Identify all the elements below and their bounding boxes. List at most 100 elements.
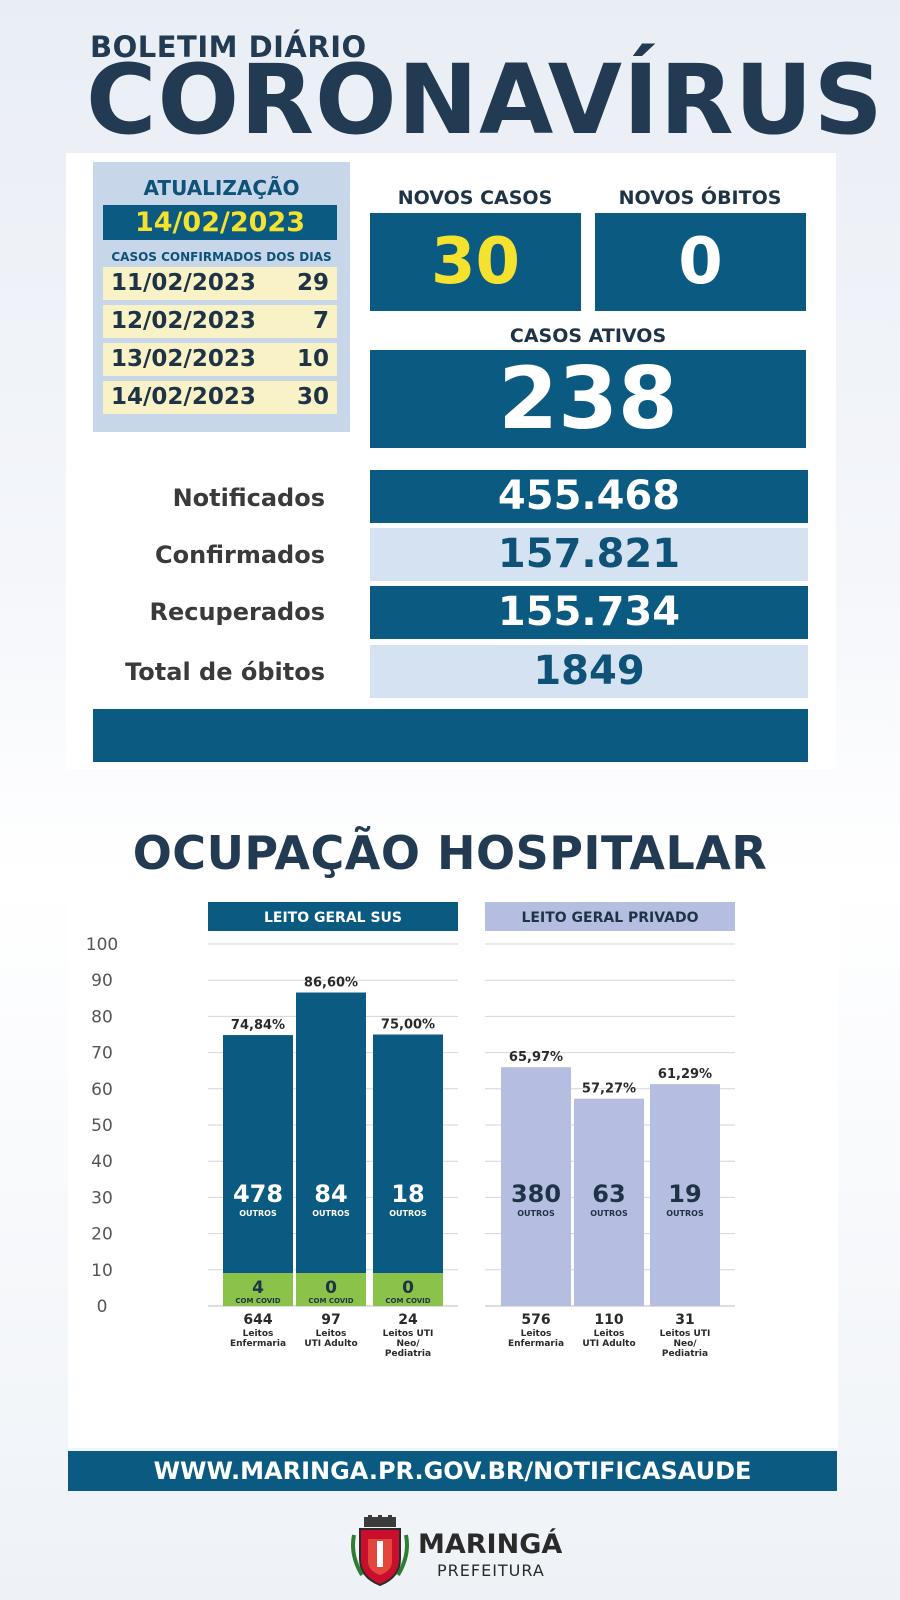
bar-percent-label: 86,60%: [304, 976, 358, 991]
day-date: 11/02/2023: [111, 270, 256, 296]
covid-label: COM COVID: [235, 1297, 280, 1305]
bar-percent-label: 61,29%: [658, 1067, 712, 1082]
outros-label: OUTROS: [666, 1209, 704, 1218]
stat-label-notificados: Notificados: [172, 484, 325, 512]
new-deaths-label: NOVOS ÓBITOS: [618, 187, 782, 209]
outros-label: OUTROS: [590, 1209, 628, 1218]
bed-total: 110: [594, 1312, 623, 1328]
bulletin-subtitle: BOLETIM DIÁRIO: [90, 30, 367, 64]
bed-type-label: Enfermaria: [508, 1339, 564, 1349]
covid-label: COM COVID: [308, 1297, 353, 1305]
bed-type-label: Leitos UTI: [660, 1329, 711, 1339]
bar-percent-label: 75,00%: [381, 1018, 435, 1033]
bar-outros: [296, 992, 366, 1273]
bed-total: 576: [521, 1312, 550, 1328]
bed-type-label: Enfermaria: [230, 1339, 286, 1349]
covid-count: 0: [402, 1278, 414, 1298]
city-coat-of-arms-icon: [350, 1515, 410, 1587]
y-tick-label: 60: [91, 1080, 113, 1100]
bar-covid: [373, 1273, 443, 1306]
y-tick-label: 10: [91, 1261, 113, 1281]
bed-type-label: Leitos UTI: [383, 1329, 434, 1339]
y-tick-label: 80: [91, 1007, 113, 1027]
covid-label: COM COVID: [385, 1297, 430, 1305]
covid-count: 0: [325, 1278, 337, 1298]
bar-percent-label: 74,84%: [231, 1018, 285, 1033]
stat-label-recuperados: Recuperados: [149, 598, 325, 626]
bar-covid: [296, 1273, 366, 1306]
confirmed-days-title: CASOS CONFIRMADOS DOS DIAS: [111, 250, 332, 264]
day-row: 14/02/2023 30: [103, 381, 337, 414]
bed-type-label: Pediatria: [385, 1349, 431, 1359]
new-cases-value: 30: [370, 213, 581, 311]
day-date: 14/02/2023: [111, 384, 256, 410]
bed-type-label: Leitos: [316, 1329, 347, 1339]
y-tick-label: 0: [97, 1297, 108, 1317]
y-tick-label: 100: [86, 935, 118, 955]
bed-type-label: Pediatria: [662, 1349, 708, 1359]
group-header-bg: [485, 902, 735, 931]
outros-count: 19: [668, 1180, 701, 1208]
group-header-bg: [208, 902, 458, 931]
bed-total: 644: [243, 1312, 272, 1328]
brand-name: MARINGÁ: [418, 1529, 563, 1560]
y-tick-label: 20: [91, 1225, 113, 1245]
new-deaths-value: 0: [595, 213, 806, 311]
bar-outros: [650, 1084, 720, 1306]
day-row: 13/02/2023 10: [103, 343, 337, 376]
stat-value-total-obitos: 1849: [370, 645, 808, 698]
y-tick-label: 30: [91, 1188, 113, 1208]
bed-type-label: Neo/: [673, 1339, 697, 1349]
active-cases-value: 238: [370, 350, 806, 448]
day-row: 11/02/2023 29: [103, 267, 337, 300]
outros-count: 380: [511, 1180, 561, 1208]
new-cases-label: NOVOS CASOS: [397, 187, 553, 209]
group-header-label: LEITO GERAL PRIVADO: [522, 910, 699, 926]
active-cases-label: CASOS ATIVOS: [509, 325, 667, 347]
update-box: ATUALIZAÇÃO 14/02/2023 CASOS CONFIRMADOS…: [93, 162, 350, 432]
day-value: 30: [296, 384, 329, 410]
outros-count: 84: [314, 1180, 347, 1208]
y-tick-label: 50: [91, 1116, 113, 1136]
update-date: 14/02/2023: [103, 205, 337, 240]
stat-value-recuperados: 155.734: [370, 586, 808, 639]
outros-count: 63: [592, 1180, 625, 1208]
outros-count: 18: [391, 1180, 424, 1208]
outros-count: 478: [233, 1180, 283, 1208]
bar-covid: [223, 1273, 293, 1306]
bed-type-label: Leitos: [594, 1329, 625, 1339]
group-header-label: LEITO GERAL SUS: [264, 910, 402, 926]
bar-outros: [501, 1067, 571, 1306]
day-value: 29: [296, 270, 329, 296]
bed-type-label: Neo/: [396, 1339, 420, 1349]
bar-outros: [574, 1098, 644, 1306]
footer-url[interactable]: WWW.MARINGA.PR.GOV.BR/NOTIFICASAUDE: [68, 1451, 837, 1491]
bed-total: 97: [321, 1312, 340, 1328]
day-value: 10: [296, 346, 329, 372]
outros-label: OUTROS: [389, 1209, 427, 1218]
bed-type-label: Leitos: [521, 1329, 552, 1339]
stat-value-notificados: 455.468: [370, 470, 808, 523]
day-row: 12/02/2023 7: [103, 305, 337, 338]
bed-total: 31: [675, 1312, 694, 1328]
brand-sub: PREFEITURA: [437, 1561, 545, 1580]
chart-card: 0 10 20 30 40 50 60 70 80 90 100 LEITO GERAL SUS 4 CO…: [68, 888, 838, 1448]
stat-label-confirmados: Confirmados: [155, 541, 325, 569]
day-date: 13/02/2023: [111, 346, 256, 372]
day-date: 12/02/2023: [111, 308, 256, 334]
stat-label-total-obitos: Total de óbitos: [125, 658, 325, 686]
update-title: ATUALIZAÇÃO: [143, 176, 300, 200]
bar-percent-label: 57,27%: [582, 1082, 636, 1097]
covid-count: 4: [252, 1278, 264, 1298]
y-tick-label: 40: [91, 1152, 113, 1172]
stat-value-confirmados: 157.821: [370, 528, 808, 581]
outros-label: OUTROS: [239, 1209, 277, 1218]
bed-type-label: Leitos: [243, 1329, 274, 1339]
blank-banner: [93, 709, 808, 762]
bed-total: 24: [398, 1312, 418, 1328]
bar-percent-label: 65,97%: [509, 1050, 563, 1065]
y-tick-label: 90: [91, 971, 113, 991]
bar-outros: [373, 1034, 443, 1273]
bed-type-label: UTI Adulto: [304, 1339, 357, 1349]
